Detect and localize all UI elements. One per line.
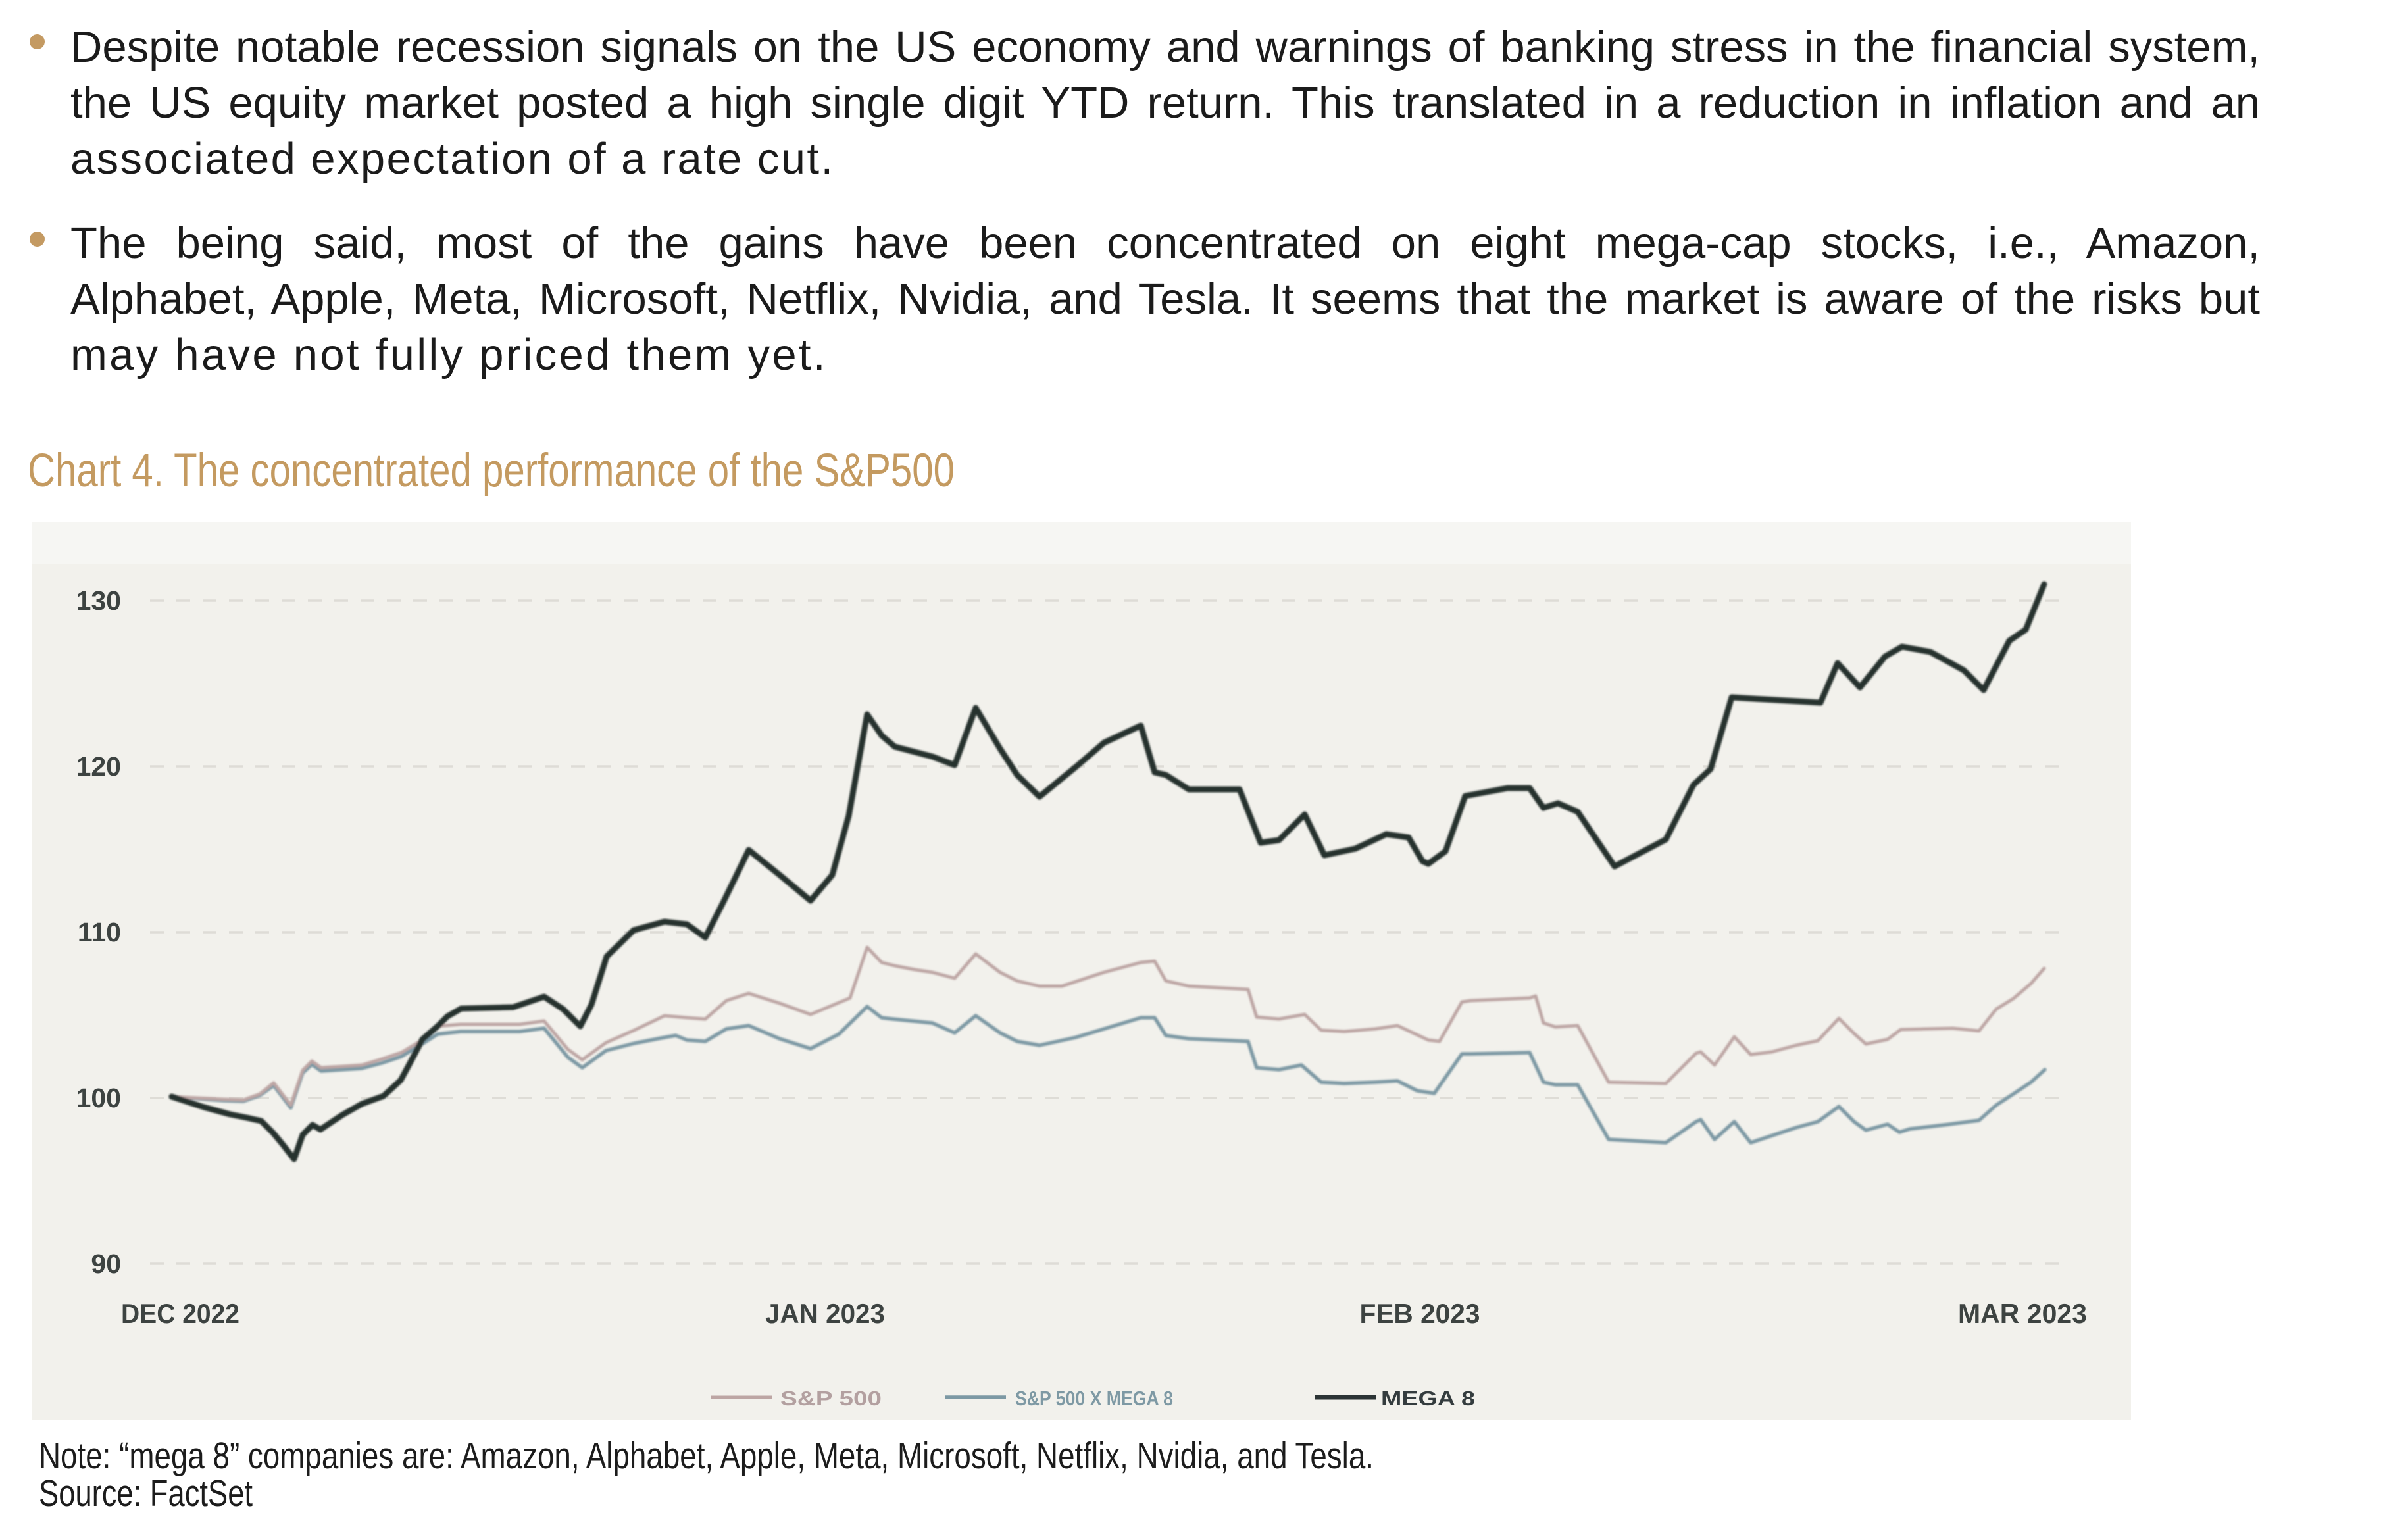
svg-text:Chart 4. The concentrated perf: Chart 4. The concentrated performance of… bbox=[28, 445, 955, 497]
svg-text:S&P 500: S&P 500 bbox=[780, 1387, 882, 1410]
svg-text:130: 130 bbox=[76, 585, 121, 616]
svg-text:JAN 2023: JAN 2023 bbox=[765, 1298, 885, 1329]
svg-text:MEGA 8: MEGA 8 bbox=[1381, 1387, 1475, 1410]
svg-text:90: 90 bbox=[91, 1249, 121, 1279]
svg-text:MAR 2023: MAR 2023 bbox=[1958, 1298, 2087, 1329]
svg-text:FEB 2023: FEB 2023 bbox=[1360, 1298, 1480, 1329]
svg-text:120: 120 bbox=[76, 751, 121, 782]
svg-text:DEC 2022: DEC 2022 bbox=[121, 1298, 239, 1329]
svg-text:Source: FactSet: Source: FactSet bbox=[39, 1472, 253, 1514]
svg-text:S&P 500 X MEGA 8: S&P 500 X MEGA 8 bbox=[1015, 1387, 1173, 1410]
svg-text:Note: “mega 8” companies are:: Note: “mega 8” companies are: Amazon, Al… bbox=[39, 1435, 1374, 1477]
svg-text:100: 100 bbox=[76, 1083, 121, 1113]
svg-text:110: 110 bbox=[78, 917, 121, 947]
